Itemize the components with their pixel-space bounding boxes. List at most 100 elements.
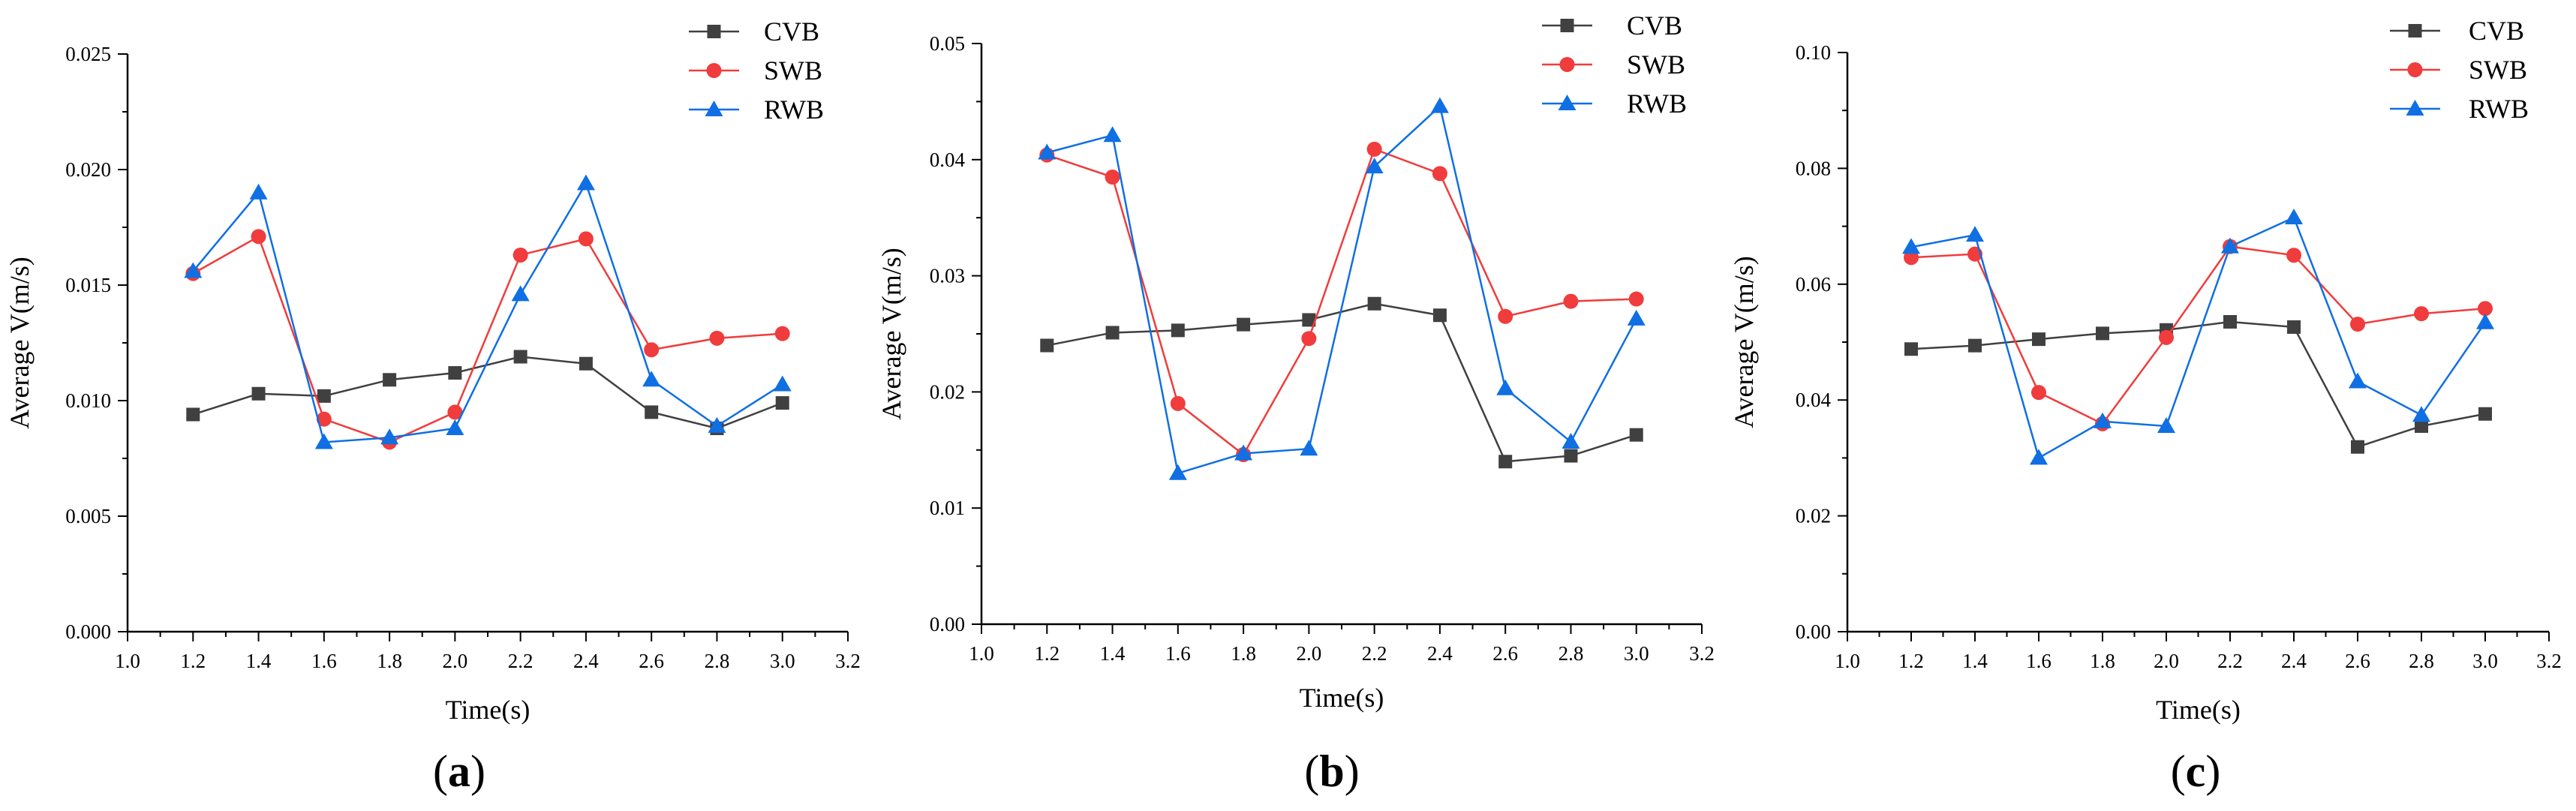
x-tick-label: 2.6 xyxy=(639,650,664,672)
data-point-cvb xyxy=(579,356,593,371)
x-tick-label: 1.4 xyxy=(246,650,272,672)
x-tick-label: 2.8 xyxy=(1559,642,1584,665)
y-tick-label: 0.10 xyxy=(1796,41,1831,64)
y-axis-title: Average V(m/s) xyxy=(876,248,906,420)
y-tick-label: 0.025 xyxy=(65,43,111,65)
series-line-swb xyxy=(1910,245,2486,425)
data-point-rwb xyxy=(1966,226,1984,242)
series-line-cvb xyxy=(1047,302,1637,463)
data-point-cvb xyxy=(251,386,266,401)
y-tick-label: 0.00 xyxy=(930,613,965,635)
x-tick-label: 3.0 xyxy=(770,650,795,672)
data-point-swb xyxy=(1628,291,1644,307)
data-point-swb xyxy=(1366,141,1382,157)
data-point-cvb xyxy=(2478,407,2492,421)
data-point-rwb xyxy=(1300,440,1318,456)
legend-marker-rwb xyxy=(705,101,723,116)
x-tick-label: 1.8 xyxy=(1231,642,1256,665)
data-point-cvb xyxy=(383,373,397,387)
data-point-cvb xyxy=(2032,332,2045,347)
panel-letter: b xyxy=(1319,746,1344,796)
data-point-rwb xyxy=(2285,209,2303,225)
series-line-rwb xyxy=(192,181,783,443)
data-point-swb xyxy=(2350,317,2365,332)
data-point-cvb xyxy=(1237,317,1251,332)
legend-label-rwb: RWB xyxy=(1627,89,1687,119)
y-tick-label: 0.04 xyxy=(930,149,966,171)
data-point-rwb xyxy=(1496,379,1515,395)
x-tick-label: 2.0 xyxy=(442,650,467,672)
data-point-rwb xyxy=(2094,412,2112,428)
legend: CVB SWB RWB xyxy=(2390,16,2529,124)
data-point-swb xyxy=(251,229,266,245)
x-axis-title: Time(s) xyxy=(446,695,531,725)
x-tick-label: 2.0 xyxy=(2154,650,2179,672)
data-point-cvb xyxy=(448,366,462,380)
data-point-swb xyxy=(2478,301,2493,317)
data-point-swb xyxy=(2414,306,2429,322)
data-point-swb xyxy=(774,326,790,341)
x-tick-label: 1.6 xyxy=(2026,650,2051,672)
data-point-swb xyxy=(2031,385,2046,401)
data-point-cvb xyxy=(2287,320,2301,334)
x-tick-label: 2.6 xyxy=(2345,650,2370,672)
data-point-cvb xyxy=(2415,419,2428,433)
panel-b: 1.0 1.2 1.4 1.6 1.8 2.0 2.2 2.4 2.6 2.8 3.0 3.2 0.00… xyxy=(876,11,1715,796)
series-line-cvb xyxy=(1910,320,2486,449)
x-tick-label: 1.6 xyxy=(1165,642,1191,665)
data-point-cvb xyxy=(645,405,659,419)
data-point-cvb xyxy=(1498,455,1513,469)
data-point-rwb xyxy=(380,428,399,445)
data-point-swb xyxy=(1563,293,1579,309)
data-point-cvb xyxy=(775,396,789,410)
x-tick-label: 1.2 xyxy=(180,650,206,672)
y-tick-label: 0.06 xyxy=(1796,273,1831,296)
data-point-rwb xyxy=(1103,126,1122,143)
data-point-swb xyxy=(1498,308,1513,324)
data-point-cvb xyxy=(1367,296,1381,311)
data-point-rwb xyxy=(2221,237,2239,254)
y-tick-label: 0.03 xyxy=(930,265,965,287)
data-point-swb xyxy=(1170,395,1186,411)
x-tick-label: 1.0 xyxy=(1835,650,1860,672)
series-rwb xyxy=(184,174,792,449)
legend: CVB SWB RWB xyxy=(1542,11,1687,119)
data-point-rwb xyxy=(2476,313,2494,329)
data-point-rwb xyxy=(446,419,464,435)
x-tick-label: 1.0 xyxy=(969,642,994,665)
series-line-swb xyxy=(192,235,783,443)
panel-letter: a xyxy=(448,746,470,796)
x-tick-label: 2.2 xyxy=(1362,642,1387,665)
data-point-cvb xyxy=(186,407,200,422)
legend-marker-swb xyxy=(2407,62,2423,77)
x-tick-label: 2.4 xyxy=(1427,642,1453,665)
x-tick-label: 1.4 xyxy=(1100,642,1126,665)
data-point-cvb xyxy=(1904,342,1918,356)
series-swb xyxy=(1039,141,1644,462)
legend-label-cvb: CVB xyxy=(2469,16,2524,46)
data-point-rwb xyxy=(2030,449,2048,465)
y-tick-label: 0.000 xyxy=(65,620,111,643)
x-tick-label: 2.2 xyxy=(2217,650,2243,672)
data-point-swb xyxy=(644,342,660,358)
data-point-swb xyxy=(709,330,725,346)
data-point-swb xyxy=(2286,248,2301,263)
panel-letter: c xyxy=(2186,746,2206,796)
data-point-rwb xyxy=(1038,143,1057,160)
data-point-rwb xyxy=(2157,416,2175,433)
y-axis-title: Average V(m/s) xyxy=(5,257,35,429)
panel-c: 1.0 1.2 1.4 1.6 1.8 2.0 2.2 2.4 2.6 2.8 3.0 3.2 0.00… xyxy=(1729,16,2562,796)
data-point-cvb xyxy=(1302,313,1316,327)
series-cvb xyxy=(1904,314,2492,454)
data-point-cvb xyxy=(2223,314,2237,329)
x-tick-label: 3.0 xyxy=(1624,642,1649,665)
data-point-rwb xyxy=(1234,444,1253,461)
y-tick-label: 0.08 xyxy=(1796,157,1831,179)
legend-label-cvb: CVB xyxy=(1627,11,1682,41)
y-tick-label: 0.04 xyxy=(1796,389,1832,411)
data-point-swb xyxy=(1432,166,1447,182)
data-point-cvb xyxy=(2096,326,2109,341)
panel-label: (b) xyxy=(1304,746,1359,796)
data-point-rwb xyxy=(314,433,333,449)
